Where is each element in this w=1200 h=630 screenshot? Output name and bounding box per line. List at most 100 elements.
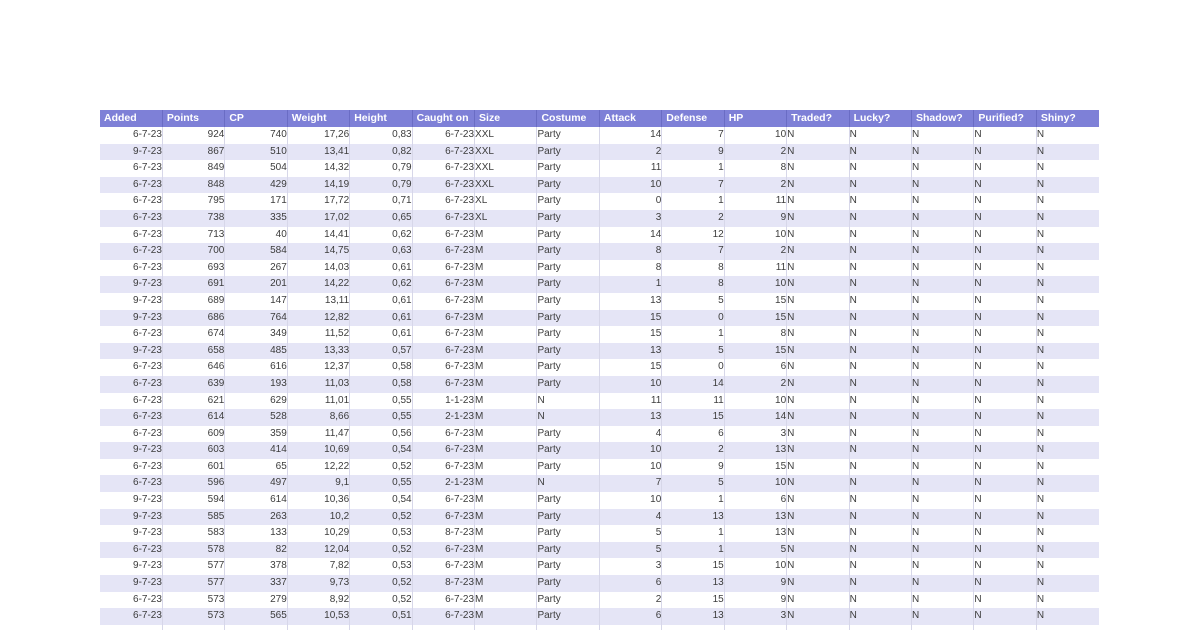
cell: 6-7-23 [100,193,163,210]
cell: N [1035,608,1099,625]
cell: N [786,409,850,426]
cell: N [848,326,912,343]
cell: 6-7-23 [411,176,475,194]
cell: N [910,591,974,609]
table-row: 6-7-23 713 40 14,41 0,62 6-7-23 M Party 14 12 10 N N… [100,226,1099,244]
cell: 13,41 [286,143,350,161]
cell [786,624,850,630]
cell: N [910,458,974,476]
cell: 6-7-23 [411,359,475,376]
cell: 17,72 [286,193,350,210]
cell: N [973,342,1037,360]
cell: N [973,176,1037,194]
cell: 6-7-23 [100,375,163,393]
cell: N [973,442,1037,459]
cell: N [910,375,974,393]
cell: 11 [598,392,662,410]
cell [848,624,912,630]
cell: N [910,292,974,310]
cell [973,624,1037,630]
cell: M [474,591,537,609]
cell: 6-7-23 [411,608,475,625]
cell: N [848,558,912,576]
cell: N [848,375,912,393]
cell: 738 [161,209,225,227]
cell: 6-7-23 [411,143,475,161]
table-row: 9-7-23 686 764 12,82 0,61 6-7-23 M Party 15 0 15 N N… [100,309,1099,327]
cell: M [474,492,537,509]
cell: 13 [723,508,787,526]
cell: 1 [661,193,725,210]
cell: 9,73 [286,575,350,592]
cell: N [1035,143,1099,161]
cell: N [910,342,974,360]
cell: 6-7-23 [100,209,163,227]
cell: N [910,525,974,542]
cell: 616 [224,359,288,376]
cell: N [1035,458,1099,476]
cell: 201 [224,276,288,293]
cell: 12,37 [286,359,350,376]
cell: 8,92 [286,591,350,609]
cell: 0,57 [349,342,413,360]
cell: 13 [598,292,662,310]
cell: 7,82 [286,558,350,576]
cell: 11,47 [286,425,350,443]
cell: M [474,541,537,559]
table-row: 6-7-23 738 335 17,02 0,65 6-7-23 XL Party 3 2 9 N N N… [100,209,1099,227]
cell: 6-7-23 [100,259,163,277]
cell: N [848,160,912,177]
cell: N [973,409,1037,426]
cell: 6 [598,608,662,625]
cell: 267 [224,259,288,277]
cell: 8 [598,259,662,277]
cell: N [848,359,912,376]
cell: 4 [598,425,662,443]
column-header-caught-on: Caught on [411,110,475,127]
cell: 9-7-23 [100,342,163,360]
cell: N [973,243,1037,260]
cell: 13,33 [286,342,350,360]
cell: N [1035,176,1099,194]
cell: N [786,475,850,493]
cell: 9-7-23 [100,143,163,161]
cell: 6-7-23 [411,193,475,210]
cell: 6-7-23 [411,425,475,443]
cell: N [1035,541,1099,559]
table-row: 6-7-23 848 429 14,19 0,79 6-7-23 XXL Party 10 7 2 N… [100,176,1099,194]
cell: Party [536,342,600,360]
cell: N [910,259,974,277]
cell: N [973,458,1037,476]
cell: Party [536,558,600,576]
cell: Party [536,458,600,476]
cell: M [474,525,537,542]
table-row: 6-7-23 609 359 11,47 0,56 6-7-23 M Party 4 6 3 N N N N… [100,425,1099,443]
cell: 9 [723,209,787,227]
cell: 573 [161,591,225,609]
cell: 6-7-23 [411,276,475,293]
cell: M [474,425,537,443]
table-row: 6-7-23 646 616 12,37 0,58 6-7-23 M Party 15 0 6 N N N… [100,359,1099,376]
cell: XXL [474,160,537,177]
cell: 10 [723,276,787,293]
cell: N [1035,209,1099,227]
cell: N [848,525,912,542]
cell: N [910,193,974,210]
cell: 1 [661,160,725,177]
cell: 497 [224,475,288,493]
cell: N [848,591,912,609]
cell: 8 [661,259,725,277]
cell: 7 [661,176,725,194]
cell: 0,54 [349,442,413,459]
cell: 193 [224,375,288,393]
cell: 9-7-23 [100,525,163,542]
cell [224,624,288,630]
cell: N [973,226,1037,244]
cell: 14 [598,226,662,244]
cell: N [973,259,1037,277]
cell: 6-7-23 [411,591,475,609]
cell: 614 [161,409,225,426]
cell: N [848,442,912,459]
cell: 7 [661,127,725,144]
column-header-attack: Attack [598,110,662,127]
